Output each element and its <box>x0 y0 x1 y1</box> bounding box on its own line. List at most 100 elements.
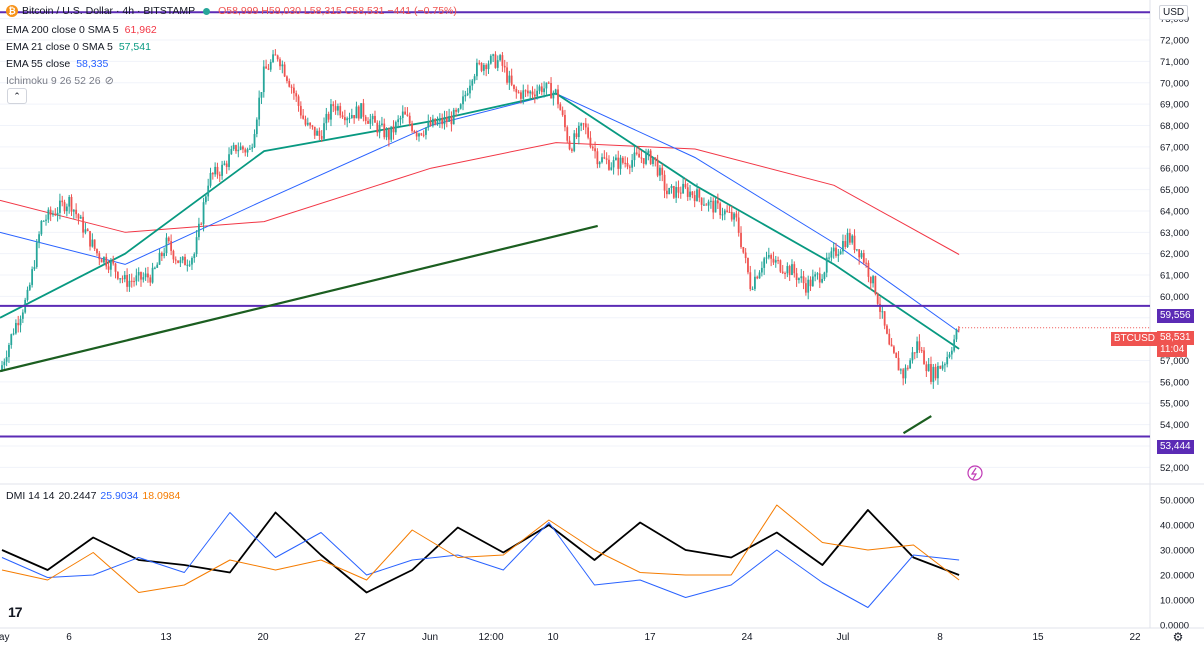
candle-body <box>144 273 147 278</box>
eye-off-icon[interactable]: ⊘ <box>104 75 114 87</box>
candle-body <box>202 202 205 225</box>
candle-body <box>765 257 768 259</box>
symbol-tag: BTCUSD <box>1110 332 1158 346</box>
chevron-up-icon[interactable]: ⌃ <box>7 88 27 104</box>
time-tick-label: 17 <box>644 632 656 643</box>
tradingview-logo[interactable]: 17 <box>8 604 23 620</box>
candle-body <box>626 162 629 167</box>
candle-body <box>770 255 773 259</box>
horizontal-levels[interactable] <box>0 11 1150 438</box>
candle-body <box>82 216 84 233</box>
candle-body <box>77 214 80 219</box>
candle-body <box>946 357 949 365</box>
candle-body <box>466 93 469 95</box>
candle-body <box>167 237 170 242</box>
candle-body <box>788 266 791 276</box>
candle-body <box>265 66 267 69</box>
candle-body <box>443 117 446 125</box>
candle-body <box>723 210 726 215</box>
candle-body <box>339 106 342 116</box>
candle-body <box>5 357 8 362</box>
trendlines[interactable] <box>0 224 932 435</box>
candle-body <box>279 59 281 67</box>
ichimoku-label: Ichimoku 9 26 52 26 <box>6 74 101 87</box>
ichimoku-legend[interactable]: Ichimoku 9 26 52 26 ⊘ <box>6 74 114 88</box>
dmi-legend[interactable]: DMI 14 14 20.2447 25.9034 18.0984 <box>6 490 180 502</box>
candle-body <box>355 106 358 119</box>
candle-body <box>286 76 288 81</box>
candle-body <box>747 257 749 273</box>
candle-body <box>494 54 497 68</box>
candle-body <box>568 140 571 150</box>
sync-icon[interactable] <box>967 465 983 481</box>
candle-body <box>357 106 360 119</box>
candle-body <box>668 188 671 195</box>
candle-body <box>404 111 406 115</box>
candle-body <box>255 119 258 135</box>
candle-body <box>564 114 566 128</box>
candle-body <box>932 366 935 382</box>
candle-body <box>325 113 328 124</box>
candle-body <box>1 365 3 372</box>
ema55-label: EMA 55 close <box>6 58 71 70</box>
candle-body <box>251 147 254 149</box>
candle-body <box>346 118 349 121</box>
currency-selector[interactable]: USD <box>1159 5 1189 20</box>
candle-body <box>170 241 173 251</box>
candles <box>1 49 1150 389</box>
candle-body <box>506 67 508 83</box>
candle-body <box>814 274 817 277</box>
candle-body <box>691 191 694 196</box>
ema200-legend[interactable]: EMA 200 close 0 SMA 5 61,962 <box>6 24 157 36</box>
candle-body <box>774 260 777 263</box>
ema55-legend[interactable]: EMA 55 close 58,335 <box>6 58 108 70</box>
candle-body <box>617 157 620 169</box>
candle-body <box>601 157 603 163</box>
candle-body <box>142 277 145 280</box>
candle-body <box>35 242 38 268</box>
candle-body <box>520 92 522 99</box>
candle-body <box>712 200 715 213</box>
candle-body <box>172 250 175 260</box>
candle-body <box>580 123 583 126</box>
candle-body <box>397 119 400 123</box>
candle-body <box>191 258 193 265</box>
candle-body <box>128 280 131 287</box>
candle-body <box>677 187 680 193</box>
price-tick-label: 71,000 <box>1160 57 1189 68</box>
ema200-label: EMA 200 close 0 SMA 5 <box>6 24 119 36</box>
candle-body <box>714 200 717 213</box>
symbol-title: Bitcoin / U.S. Dollar · 4h · BITSTAMP <box>22 5 196 17</box>
candle-body <box>552 92 555 99</box>
candle-body <box>105 256 108 267</box>
ema21-legend[interactable]: EMA 21 close 0 SMA 5 57,541 <box>6 41 151 53</box>
candle-body <box>485 64 488 70</box>
support-badge: 53,444 <box>1157 440 1194 454</box>
candle-body <box>716 200 719 204</box>
candle-body <box>45 219 47 221</box>
candle-body <box>471 80 474 86</box>
candle-body <box>237 149 240 152</box>
candle-body <box>529 91 532 94</box>
candle-body <box>480 63 483 71</box>
candle-body <box>198 223 200 238</box>
axes: 73,00072,00071,00070,00069,00068,00067,0… <box>0 14 1194 644</box>
candle-body <box>589 137 592 147</box>
candle-body <box>800 276 803 279</box>
candle-body <box>758 272 761 279</box>
price-tick-label: 66,000 <box>1160 164 1189 175</box>
candle-body <box>96 248 98 254</box>
candle-body <box>510 75 513 85</box>
candle-body <box>179 260 182 263</box>
time-tick-label: Jun <box>422 632 438 643</box>
candle-body <box>610 167 613 170</box>
symbol-legend[interactable]: ₿ Bitcoin / U.S. Dollar · 4h · BITSTAMP … <box>6 5 457 17</box>
candle-body <box>427 121 430 128</box>
candle-body <box>207 185 210 197</box>
ema21-label: EMA 21 close 0 SMA 5 <box>6 41 113 53</box>
candle-body <box>925 364 928 372</box>
candle-body <box>781 271 784 274</box>
candle-body <box>378 124 381 133</box>
candle-body <box>332 104 335 107</box>
